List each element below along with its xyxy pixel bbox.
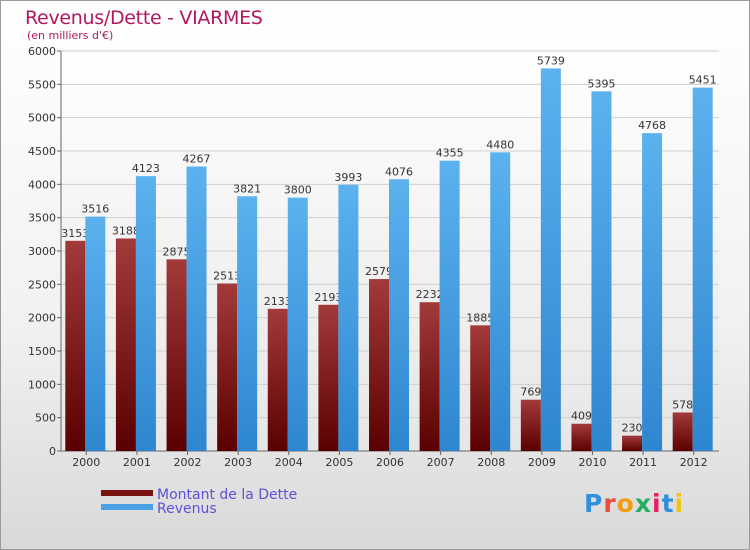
- legend-label-revenue: Revenus: [157, 501, 217, 517]
- logo-letter: i: [652, 489, 662, 518]
- data-label-revenue: 3821: [233, 182, 261, 195]
- legend-label-debt: Montant de la Dette: [157, 487, 298, 503]
- y-tick-label: 4500: [28, 145, 56, 158]
- bar-debt: [419, 302, 440, 451]
- data-label-debt: 3153: [61, 227, 89, 240]
- y-tick-label: 2000: [28, 312, 56, 325]
- bar-revenue: [85, 216, 106, 451]
- y-tick-label: 3000: [28, 245, 56, 258]
- bar-revenue: [591, 91, 612, 451]
- bar-revenue: [540, 68, 561, 452]
- x-tick-label: 2004: [275, 456, 303, 469]
- bar-revenue: [692, 87, 713, 451]
- data-label-revenue: 4480: [486, 138, 514, 151]
- data-label-debt: 2579: [365, 265, 393, 278]
- bar-revenue: [389, 179, 409, 451]
- data-label-debt: 1885: [466, 311, 494, 324]
- chart-title: Revenus/Dette - VIARMES: [25, 7, 263, 29]
- x-tick-label: 2006: [376, 456, 404, 469]
- y-tick-label: 5500: [28, 78, 56, 91]
- bar-revenue: [135, 176, 156, 451]
- logo-letter: i: [674, 489, 685, 518]
- x-tick-label: 2001: [123, 456, 151, 469]
- bar-debt: [65, 240, 86, 451]
- y-tick-label: 500: [35, 412, 56, 425]
- data-label-revenue: 5739: [537, 54, 565, 67]
- data-label-revenue: 5451: [689, 74, 717, 87]
- y-tick-label: 0: [49, 445, 56, 458]
- data-label-revenue: 4267: [183, 153, 211, 166]
- logo-letter: t: [661, 489, 675, 518]
- data-label-revenue: 3800: [284, 184, 312, 197]
- x-tick-label: 2002: [174, 456, 202, 469]
- bar-debt: [166, 259, 187, 451]
- y-tick-label: 5000: [28, 112, 56, 125]
- bar-revenue: [186, 166, 207, 452]
- x-tick-label: 2007: [427, 456, 455, 469]
- legend-swatch-revenue: [101, 504, 153, 510]
- logo-letter: r: [603, 489, 617, 518]
- bar-debt: [369, 279, 389, 451]
- bar-debt: [672, 412, 693, 451]
- bar-debt: [267, 308, 288, 451]
- y-tick-label: 6000: [28, 45, 56, 58]
- data-label-revenue: 4123: [132, 162, 160, 175]
- y-tick-label: 1000: [28, 378, 56, 391]
- proxiti-logo: Proxiti: [584, 489, 684, 518]
- data-label-debt: 578: [672, 398, 693, 411]
- data-label-debt: 409: [571, 410, 592, 423]
- data-label-revenue: 3993: [334, 171, 362, 184]
- bar-revenue: [287, 197, 308, 451]
- bar-debt: [571, 423, 592, 451]
- logo-letter: o: [616, 489, 635, 518]
- y-tick-label: 3500: [28, 212, 56, 225]
- bar-debt: [217, 283, 238, 451]
- data-label-revenue: 3516: [81, 203, 109, 216]
- data-label-debt: 2875: [163, 245, 191, 258]
- bar-debt: [115, 238, 136, 451]
- data-label-revenue: 5395: [587, 77, 615, 90]
- bar-debt: [318, 304, 339, 451]
- bar-debt: [622, 435, 643, 451]
- bar-chart: 0 500 1000 1500 2000 2500 3000 3500 4000 4500 5000…: [28, 45, 719, 469]
- bar-revenue: [237, 196, 258, 451]
- bar-revenue: [439, 160, 460, 451]
- logo-letter: P: [584, 489, 604, 518]
- x-tick-label: 2005: [325, 456, 353, 469]
- bar-debt: [470, 325, 491, 451]
- y-tick-label: 1500: [28, 345, 56, 358]
- x-tick-label: 2009: [528, 456, 556, 469]
- legend-swatch-debt: [101, 490, 153, 496]
- data-label-debt: 769: [520, 386, 541, 399]
- chart-subtitle: (en milliers d'€): [27, 29, 114, 42]
- x-tick-label: 2012: [680, 456, 708, 469]
- data-label-debt: 2232: [416, 288, 444, 301]
- bar-debt: [520, 399, 541, 451]
- logo-letter: x: [634, 489, 652, 518]
- x-tick-label: 2008: [477, 456, 505, 469]
- x-tick-label: 2010: [578, 456, 606, 469]
- data-label-revenue: 4355: [436, 147, 464, 160]
- data-label-debt: 3188: [112, 224, 140, 237]
- bar-revenue: [490, 152, 511, 452]
- y-tick-label: 4000: [28, 178, 56, 191]
- bar-revenue: [642, 133, 663, 451]
- y-tick-label: 2500: [28, 278, 56, 291]
- data-label-debt: 2513: [213, 269, 241, 282]
- x-tick-label: 2003: [224, 456, 252, 469]
- x-tick-label: 2011: [629, 456, 657, 469]
- data-label-debt: 2133: [264, 295, 292, 308]
- bar-revenue: [338, 184, 359, 452]
- data-label-debt: 230: [622, 422, 643, 435]
- data-label-revenue: 4076: [385, 165, 413, 178]
- x-tick-label: 2000: [72, 456, 100, 469]
- data-label-revenue: 4768: [638, 119, 666, 132]
- data-label-debt: 2193: [314, 291, 342, 304]
